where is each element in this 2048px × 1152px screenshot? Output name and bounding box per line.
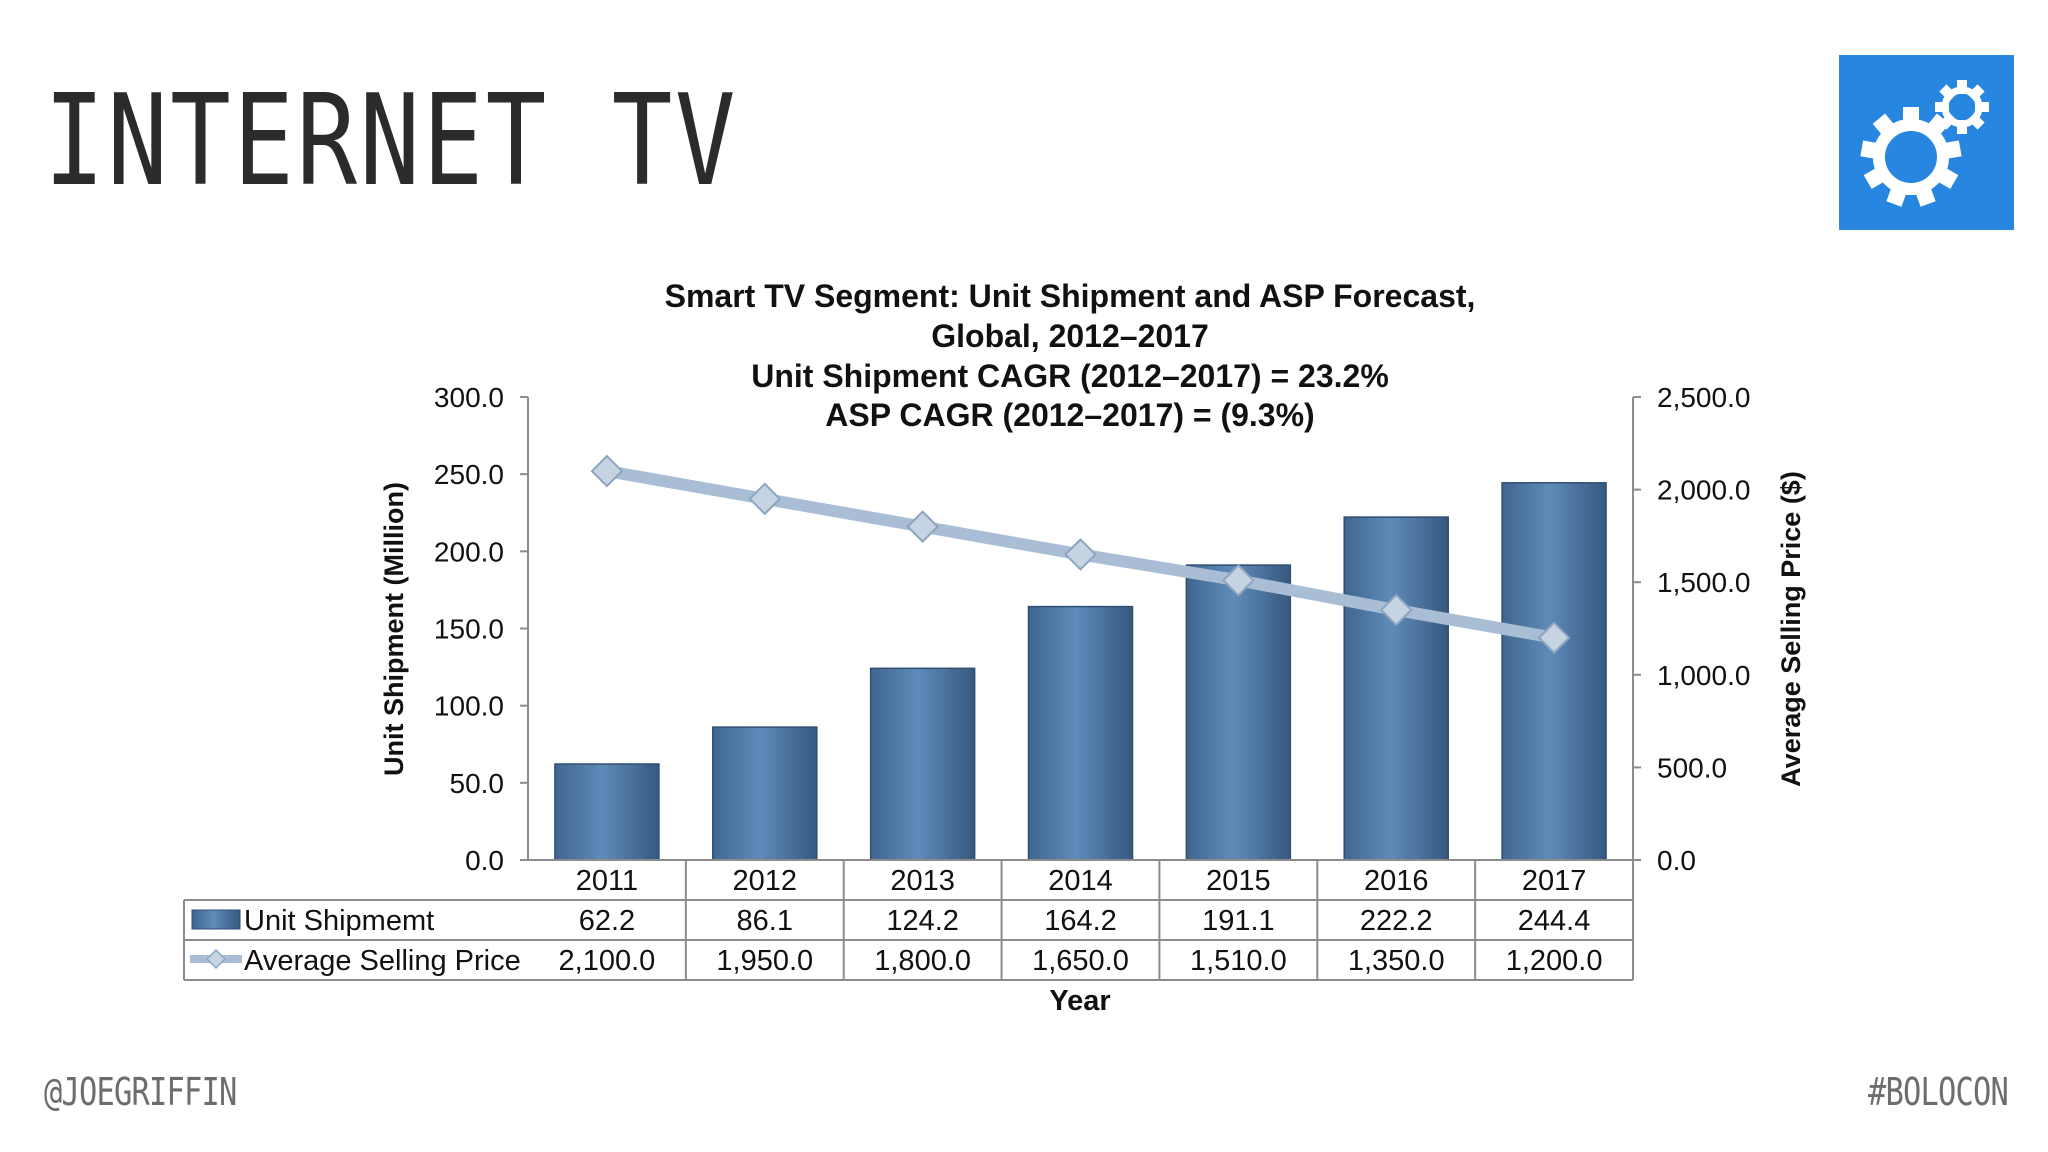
legend-label-asp: Average Selling Price (244, 945, 521, 977)
footer-handle: @JOEGRIFFIN (44, 1070, 237, 1114)
chart-title-line-3: Unit Shipment CAGR (2012–2017) = 23.2% (751, 358, 1389, 394)
asp-marker-2012 (748, 482, 782, 516)
right-tick-label: 2,500.0 (1657, 382, 1750, 413)
asp-value: 1,350.0 (1348, 945, 1445, 977)
gears-icon (1860, 80, 1989, 207)
left-tick-label: 50.0 (450, 768, 505, 799)
asp-marker-2011 (590, 454, 624, 488)
asp-value: 1,200.0 (1506, 945, 1603, 977)
category-label: 2012 (733, 865, 798, 897)
bar-2014 (1027, 605, 1134, 861)
asp-value: 1,950.0 (716, 945, 813, 977)
right-tick-label: 0.0 (1657, 845, 1696, 876)
asp-marker-2013 (906, 510, 940, 544)
bar-2012 (712, 726, 818, 861)
right-tick-label: 2,000.0 (1657, 475, 1750, 506)
right-axis-title: Average Selling Price ($) (1776, 471, 1806, 787)
bar-2011 (554, 763, 660, 861)
asp-marker-2014 (1064, 538, 1097, 571)
left-tick-label: 300.0 (434, 382, 504, 413)
left-axis-ticks: 0.0 50.0 100.0 150.0 200.0 250.0 300.0 (434, 382, 528, 876)
asp-marker-2016 (1379, 593, 1413, 627)
bar-2016 (1343, 516, 1449, 861)
x-axis-title: Year (1049, 985, 1110, 1017)
bar-2017 (1501, 482, 1607, 861)
category-label: 2011 (576, 865, 638, 897)
chart-title-line-1: Smart TV Segment: Unit Shipment and ASP … (665, 278, 1476, 314)
legend-key-asp-marker (205, 948, 227, 970)
right-tick-label: 1,500.0 (1657, 567, 1750, 598)
category-label: 2016 (1364, 865, 1429, 897)
slide-title: INTERNET TV (44, 67, 738, 214)
category-label: 2014 (1048, 865, 1113, 897)
left-tick-label: 0.0 (465, 845, 504, 876)
asp-value: 1,510.0 (1190, 945, 1287, 977)
asp-value: 2,100.0 (559, 945, 656, 977)
logo-badge (1839, 55, 2014, 230)
bar-2015 (1185, 564, 1292, 861)
right-tick-label: 500.0 (1657, 752, 1727, 783)
footer-hashtag: #BOLOCON (1867, 1070, 2009, 1114)
data-table (183, 859, 1634, 981)
unit-shipment-value: 222.2 (1360, 905, 1433, 937)
chart-title-line-2: Global, 2012–2017 (931, 318, 1209, 354)
bar-series (554, 482, 1607, 861)
unit-shipment-value: 86.1 (737, 905, 793, 937)
legend-key-unit-shipment (191, 909, 241, 930)
left-axis-title: Unit Shipment (Million) (379, 482, 409, 776)
category-label: 2015 (1206, 865, 1271, 897)
left-tick-label: 200.0 (434, 536, 504, 567)
chart-title-line-4: ASP CAGR (2012–2017) = (9.3%) (825, 397, 1314, 433)
asp-marker-2017 (1537, 621, 1571, 655)
left-tick-label: 150.0 (434, 614, 504, 645)
unit-shipment-value: 244.4 (1518, 905, 1591, 937)
category-label: 2017 (1522, 865, 1587, 897)
right-axis-ticks: 0.0 500.0 1,000.0 1,500.0 2,000.0 2,500.0 (1633, 382, 1750, 876)
unit-shipment-value: 191.1 (1202, 905, 1275, 937)
asp-value: 1,650.0 (1032, 945, 1129, 977)
asp-value: 1,800.0 (874, 945, 971, 977)
asp-marker-2015 (1221, 563, 1255, 597)
unit-shipment-value: 164.2 (1044, 905, 1117, 937)
legend-label-unit-shipment: Unit Shipmemt (244, 905, 434, 937)
unit-shipment-value: 62.2 (579, 905, 635, 937)
left-tick-label: 100.0 (434, 691, 504, 722)
unit-shipment-value: 124.2 (886, 905, 959, 937)
left-tick-label: 250.0 (434, 459, 504, 490)
right-tick-label: 1,000.0 (1657, 660, 1750, 691)
line-series (590, 454, 1571, 655)
bar-2013 (869, 667, 976, 861)
category-label: 2013 (890, 865, 955, 897)
table-cells: 2011 62.2 2,100.0 2012 86.1 1,950.0 2013 124.2 1… (559, 865, 1603, 977)
chart-title: Smart TV Segment: Unit Shipment and ASP … (665, 278, 1476, 433)
